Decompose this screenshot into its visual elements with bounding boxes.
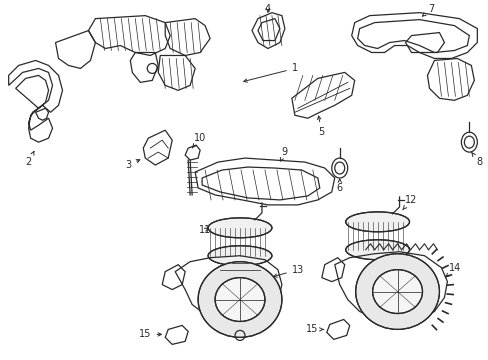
Ellipse shape [355,254,439,329]
Text: 2: 2 [25,152,34,167]
Text: 3: 3 [125,159,140,170]
Text: 5: 5 [317,116,324,137]
Text: 12: 12 [402,195,417,210]
Text: 14: 14 [445,263,461,278]
Ellipse shape [345,212,408,232]
Text: 8: 8 [471,153,481,167]
Text: 15: 15 [305,324,323,334]
Text: 9: 9 [280,147,287,161]
Ellipse shape [345,240,408,260]
Ellipse shape [215,278,264,321]
Text: 11: 11 [199,225,211,235]
Text: 7: 7 [422,4,434,16]
Text: 6: 6 [336,179,342,193]
Text: 13: 13 [273,265,304,277]
Ellipse shape [208,218,271,238]
Ellipse shape [198,262,281,337]
Text: 15: 15 [139,329,161,339]
Ellipse shape [208,246,271,266]
Text: 10: 10 [192,133,206,148]
Ellipse shape [372,270,422,314]
Text: 1: 1 [243,63,297,82]
Text: 4: 4 [264,4,270,14]
